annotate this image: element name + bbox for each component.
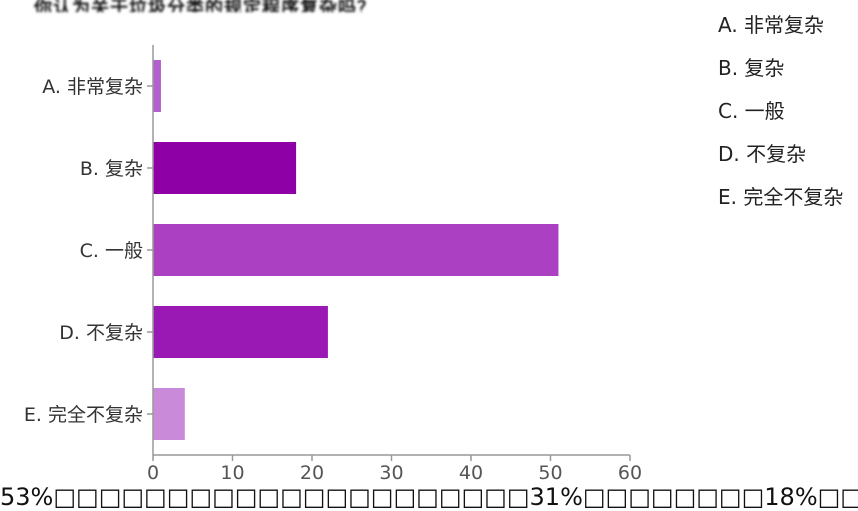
y-tick-label: D. 不复杂 [59,322,143,344]
legend-entry: B. 复杂 [718,56,784,80]
axis-layer: A. 非常复杂 B. 复杂 C. 一般 D. 不复杂 E. 完全不复杂 0 10 20 30 40… [24,45,642,484]
y-tick-label: C. 一般 [80,240,143,262]
y-tick-label: A. 非常复杂 [42,76,143,98]
x-tick-label: 20 [300,462,324,484]
bars-layer [153,60,559,440]
x-tick-label: 40 [459,462,483,484]
legend-entry: A. 非常复杂 [718,13,824,37]
caption-text: 53%□□□□□□□□□□□□□□□□□□□□□31%□□□□□□□□18%□□… [0,484,858,511]
x-tick-label: 10 [220,462,244,484]
bar-4 [153,306,328,358]
legend-entry: E. 完全不复杂 [718,185,843,209]
legend-entry: D. 不复杂 [718,142,806,166]
legend-entry: C. 一般 [718,99,785,123]
bar-1 [153,60,161,112]
x-tick-label: 0 [147,462,159,484]
y-tick-label: E. 完全不复杂 [24,404,143,426]
y-tick-label: B. 复杂 [80,158,143,180]
bar-5 [153,388,185,440]
x-tick-label: 60 [618,462,642,484]
legend: A. 非常复杂 B. 复杂 C. 一般 D. 不复杂 E. 完全不复杂 [718,13,843,209]
chart-title: 你认为关于垃圾分类的规定程序复杂吗？ [34,0,376,12]
x-tick-label: 30 [379,462,403,484]
bar-2 [153,142,297,194]
bar-3 [153,224,559,276]
x-tick-label: 50 [538,462,562,484]
